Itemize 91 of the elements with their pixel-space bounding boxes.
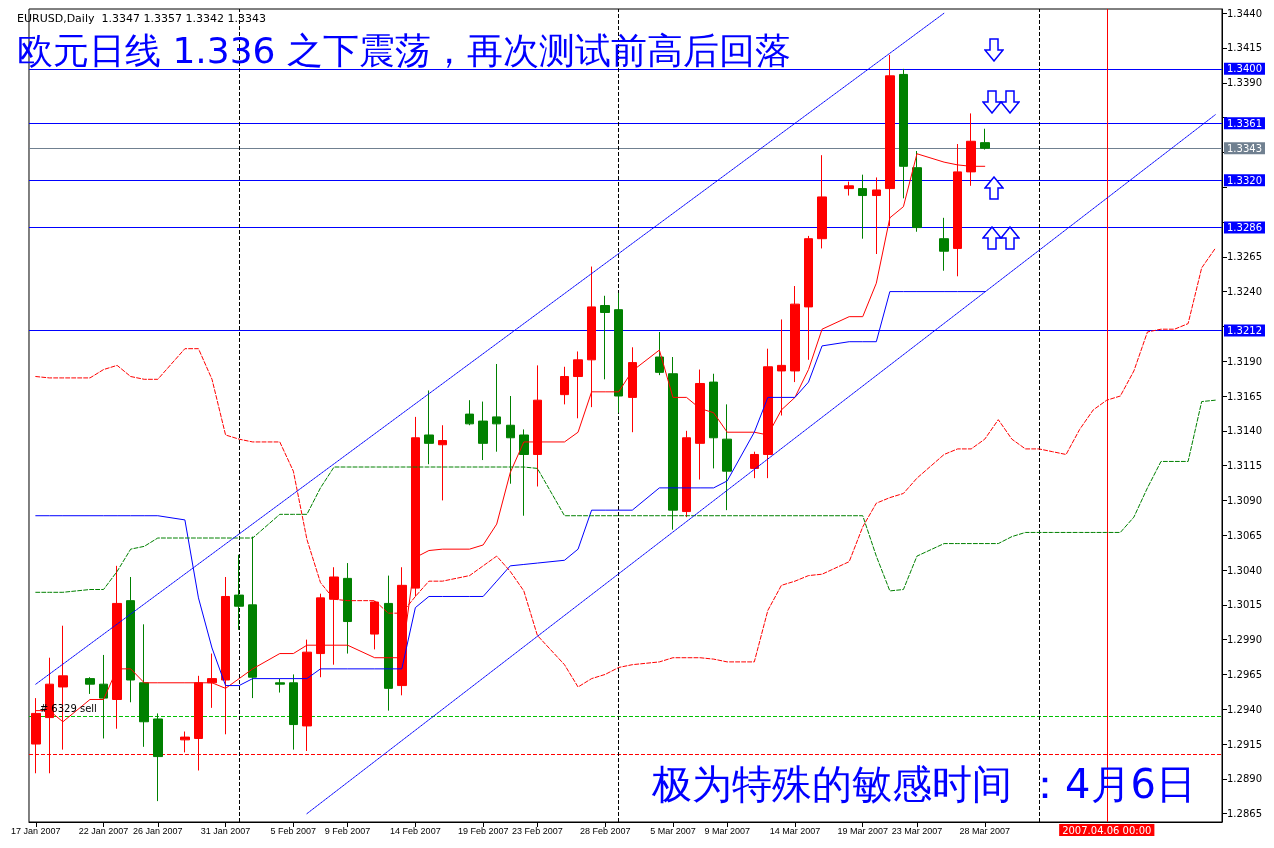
candlestick: [722, 403, 732, 511]
chart-title: EURUSD,Daily 1.3347 1.3357 1.3342 1.3343: [17, 12, 266, 25]
x-tick-label: 23 Feb 2007: [512, 825, 563, 836]
candlestick: [384, 575, 393, 712]
y-tick-label: 1.2915: [1227, 738, 1262, 750]
x-tick-label: 31 Jan 2007: [200, 825, 251, 836]
y-tick-label: 1.3240: [1227, 286, 1262, 298]
candlestick: [438, 424, 447, 501]
candlestick: [939, 217, 949, 272]
y-tick-label: 1.3115: [1227, 460, 1262, 472]
x-tick-label: 19 Feb 2007: [457, 825, 509, 836]
candlestick: [872, 176, 881, 255]
x-tick-label: 9 Feb 2007: [324, 825, 371, 836]
y-tick-label: 1.3190: [1227, 355, 1262, 367]
y-tick-label: 1.3065: [1227, 529, 1262, 541]
candlestick: [980, 128, 990, 151]
y-tick-label: 1.3440: [1227, 7, 1262, 19]
candlestick: [682, 430, 691, 518]
x-tick-label: 14 Mar 2007: [769, 825, 821, 836]
candlestick: [275, 678, 285, 694]
candlestick: [85, 676, 95, 695]
candlestick: [465, 399, 474, 426]
x-tick-label: 9 Mar 2007: [704, 825, 750, 836]
candlestick: [153, 712, 163, 802]
candlestick: [655, 331, 664, 376]
candlestick: [492, 363, 501, 453]
candlestick: [478, 401, 488, 461]
candlestick: [777, 318, 786, 416]
x-tick-label: 5 Feb 2007: [270, 825, 317, 836]
candlestick: [180, 731, 190, 753]
text: 欧元日线 1.336 之下震荡，再次测试前高后回落: [17, 29, 791, 71]
ref-line-label: 1.3400: [1227, 63, 1262, 75]
candlestick: [614, 292, 623, 414]
x-tick-label: 28 Mar 2007: [959, 825, 1011, 836]
y-tick-label: 1.3265: [1227, 251, 1262, 263]
x-tick-label: 28 Feb 2007: [579, 825, 631, 836]
y-tick-label: 1.2940: [1227, 703, 1262, 715]
candlestick: [899, 68, 908, 199]
y-tick-label: 1.3015: [1227, 599, 1262, 611]
y-tick-label: 1.3140: [1227, 425, 1262, 437]
y-tick-label: 1.3040: [1227, 564, 1262, 576]
x-tick-label: 26 Jan 2007: [133, 825, 183, 836]
candlestick: [411, 416, 420, 597]
y-tick-label: 1.3090: [1227, 494, 1262, 506]
x-tick-label: 14 Feb 2007: [390, 825, 441, 836]
y-tick-label: 1.2890: [1227, 773, 1262, 785]
ref-line-label: 1.3320: [1227, 174, 1262, 186]
candlestick: [234, 554, 244, 631]
candlestick: [316, 593, 325, 678]
candlestick: [763, 348, 773, 479]
candlestick: [289, 673, 298, 751]
candlestick: [790, 285, 800, 383]
candlestick: [519, 428, 529, 517]
candlestick: [844, 181, 854, 197]
candlestick: [804, 235, 813, 361]
x-tick-label: 17 Jan 2007: [11, 825, 61, 836]
candlestick: [533, 364, 542, 487]
candlestick: [600, 295, 610, 380]
candlestick: [139, 623, 149, 748]
candlestick: [709, 373, 718, 469]
candlestick: [207, 653, 217, 709]
x-tick-label: 22 Jan 2007: [78, 825, 129, 836]
candlestick: [817, 154, 827, 249]
y-tick-label: 1.2990: [1227, 634, 1262, 646]
ref-line-label: 1.3212: [1227, 325, 1262, 337]
y-tick-label: 1.3390: [1227, 77, 1262, 89]
candlestick: [695, 369, 705, 481]
candlestick: [573, 350, 583, 419]
candlestick: [587, 266, 596, 408]
candlestick: [424, 389, 434, 465]
candlestick: [370, 600, 379, 650]
candlestick: [329, 566, 339, 666]
candlestick: [126, 576, 135, 703]
ref-line-label: 1.3361: [1227, 117, 1262, 129]
y-tick-label: 1.2965: [1227, 668, 1262, 680]
candlestick: [912, 150, 922, 233]
ref-line-label: 1.3286: [1227, 222, 1262, 234]
candlestick: [560, 366, 569, 405]
candlestick: [628, 346, 637, 433]
y-tick-label: 1.3415: [1227, 42, 1262, 54]
candlestick: [750, 451, 759, 479]
y-tick-label: 1.3165: [1227, 390, 1262, 402]
y-tick-label: 1.2865: [1227, 808, 1262, 820]
candlestick: [858, 174, 867, 240]
x-tick-label: 5 Mar 2007: [650, 825, 696, 836]
x-tick-label: 19 Mar 2007: [837, 825, 889, 836]
candlestick: [99, 654, 108, 739]
ref-line-label: 2007.04.06 00:00: [1062, 824, 1152, 836]
ref-line-label: 1.3343: [1227, 142, 1262, 154]
x-tick-label: 23 Mar 2007: [891, 825, 943, 836]
candlestick: [343, 562, 352, 655]
